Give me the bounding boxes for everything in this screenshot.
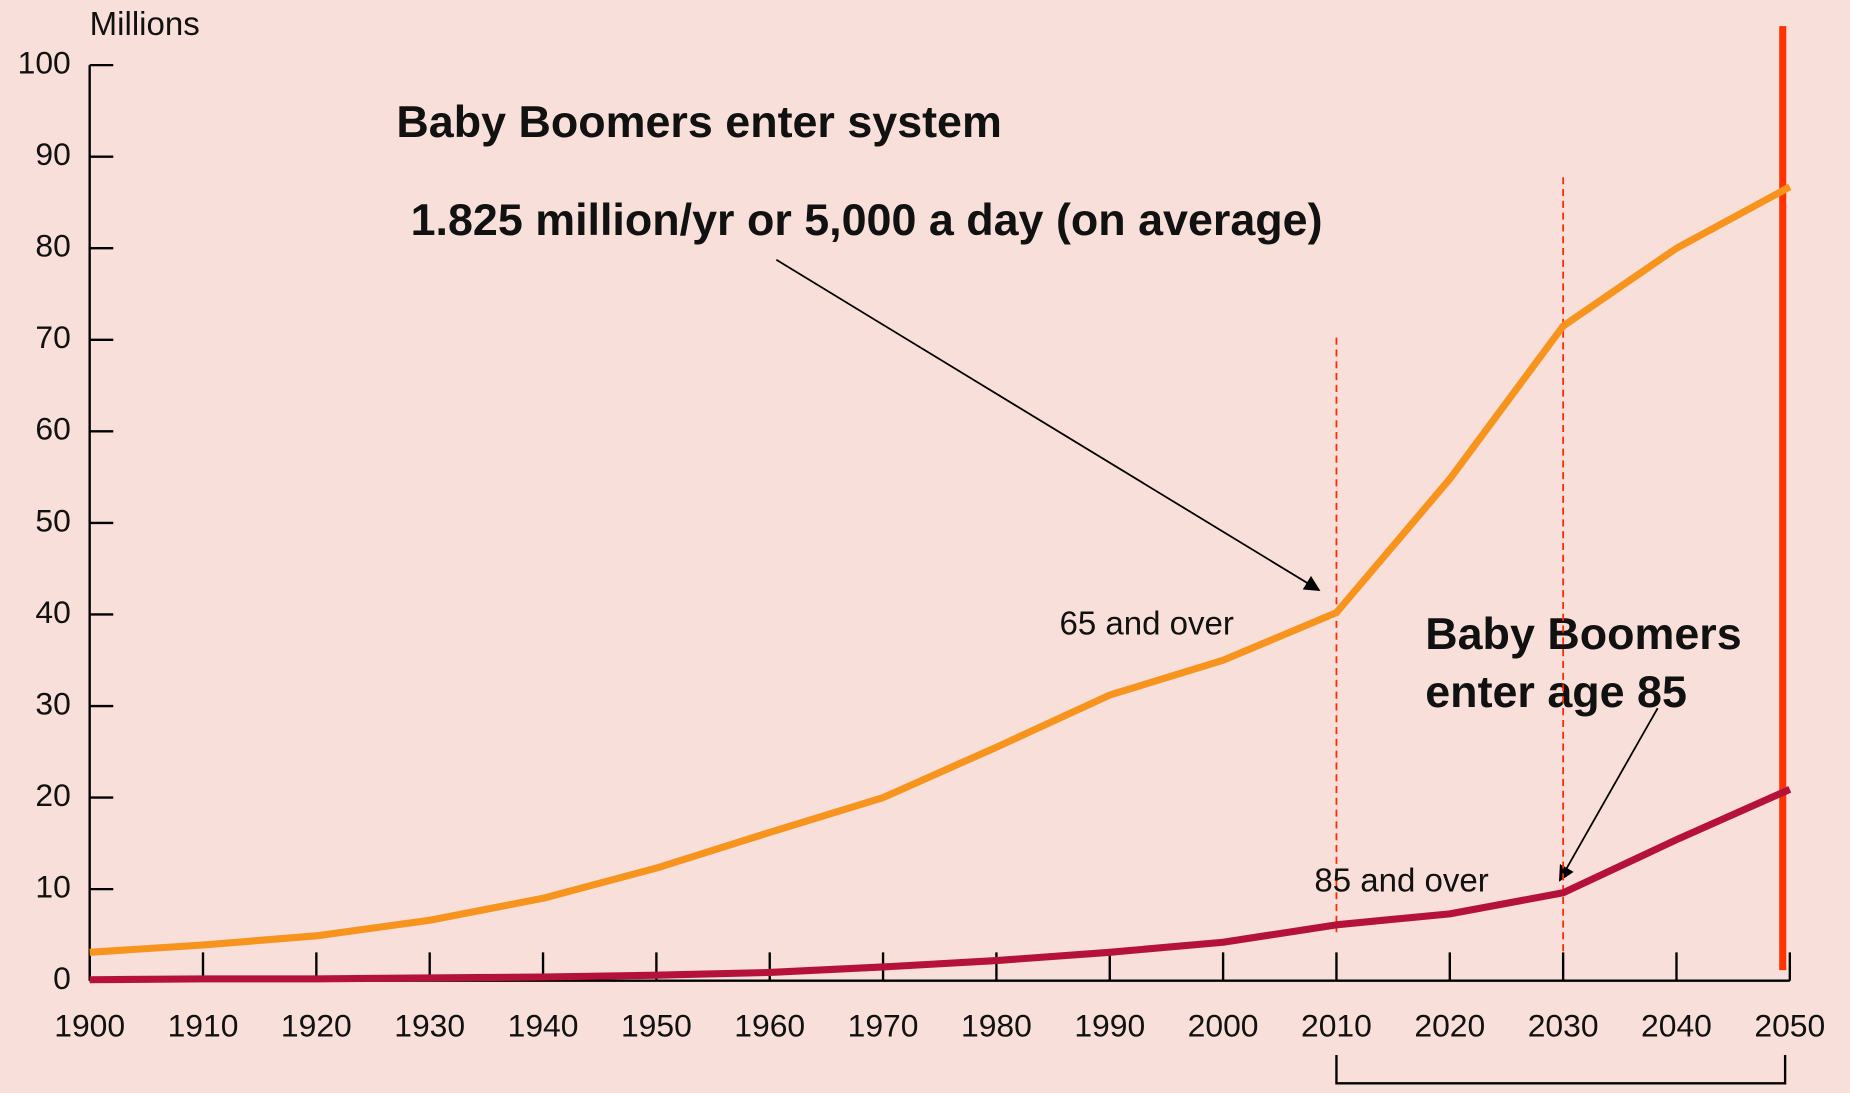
x-tick-label: 1930 xyxy=(394,1007,465,1043)
x-tick-label: 2030 xyxy=(1528,1007,1599,1043)
x-tick-label: 1960 xyxy=(734,1007,805,1043)
annotation: Baby Boomers enter system xyxy=(396,96,1001,147)
x-tick-label: 1990 xyxy=(1074,1007,1145,1043)
y-tick-label: 90 xyxy=(35,136,70,172)
x-tick-label: 2040 xyxy=(1641,1007,1712,1043)
x-tick-label: 2010 xyxy=(1301,1007,1372,1043)
annotation: Baby Boomers xyxy=(1425,608,1741,659)
bracket xyxy=(1335,1055,1787,1085)
series-line xyxy=(89,183,1792,956)
x-tick-label: 1970 xyxy=(848,1007,919,1043)
y-tick-label: 0 xyxy=(53,960,71,996)
y-tick-label: 100 xyxy=(18,45,71,81)
y-tick-label: 80 xyxy=(35,228,70,264)
x-tick-label: 2020 xyxy=(1414,1007,1485,1043)
y-tick-label: 10 xyxy=(35,869,70,905)
x-tick-label: 1940 xyxy=(508,1007,579,1043)
y-tick-label: 70 xyxy=(35,319,70,355)
x-tick-label: 1920 xyxy=(281,1007,352,1043)
arrow xyxy=(1558,707,1659,882)
x-tick-label: 2000 xyxy=(1188,1007,1259,1043)
y-tick-label: 20 xyxy=(35,777,70,813)
x-tick-label: 1900 xyxy=(54,1007,125,1043)
arrow xyxy=(775,259,1321,591)
x-tick-label: 1980 xyxy=(961,1007,1032,1043)
y-axis-label: Millions xyxy=(90,5,200,42)
x-tick-label: 1950 xyxy=(621,1007,692,1043)
series-line xyxy=(89,786,1792,984)
y-tick-label: 40 xyxy=(35,594,70,630)
x-tick-label: 1910 xyxy=(168,1007,239,1043)
series-label: 85 and over xyxy=(1314,861,1488,898)
y-tick-label: 30 xyxy=(35,685,70,721)
x-tick-label: 2050 xyxy=(1754,1007,1825,1043)
annotation: enter age 85 xyxy=(1425,666,1687,717)
y-tick-label: 60 xyxy=(35,411,70,447)
series-label: 65 and over xyxy=(1060,604,1234,641)
annotation: 1.825 million/yr or 5,000 a day (on aver… xyxy=(411,194,1323,245)
y-tick-label: 50 xyxy=(35,502,70,538)
